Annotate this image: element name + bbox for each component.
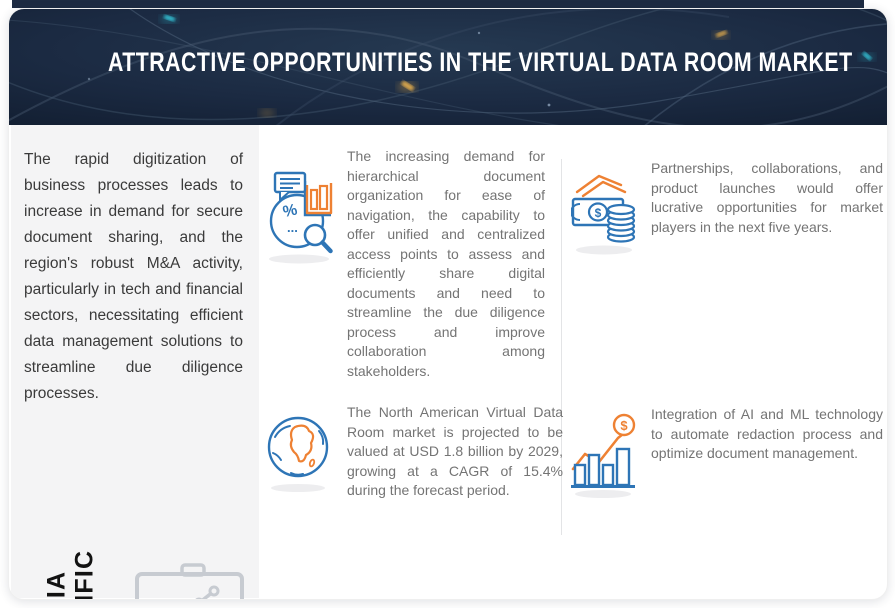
opportunity-text-ai-ml: Integration of AI and ML technology to a… <box>651 406 883 461</box>
region-name-label: ASIA PACIFIC <box>9 525 135 599</box>
easel-chart-icon <box>135 563 244 599</box>
opportunity-block-north-america: The North American Virtual Data Room mar… <box>267 403 563 501</box>
opportunity-block-document: % ... The increasing demand for hierarch… <box>267 147 545 381</box>
svg-text:$: $ <box>620 418 628 433</box>
region-line-1: ASIA <box>42 549 70 599</box>
network-plexus-background <box>9 9 887 125</box>
svg-text:...: ... <box>287 220 298 235</box>
header-banner: ATTRACTIVE OPPORTUNITIES IN THE VIRTUAL … <box>9 9 887 125</box>
page-title: ATTRACTIVE OPPORTUNITIES IN THE VIRTUAL … <box>107 47 853 77</box>
opportunity-text-document: The increasing demand for hierarchical d… <box>347 148 545 379</box>
column-divider <box>561 159 562 535</box>
ai-ml-growth-icon: $ <box>571 413 637 504</box>
opportunity-block-partnerships: $ Partnerships, collaborations, and prod… <box>570 159 883 260</box>
region-description: The rapid digitization of business proce… <box>24 151 243 402</box>
easel-chart-illustration <box>129 563 257 599</box>
money-icon: $ <box>570 171 637 260</box>
region-panel: The rapid digitization of business proce… <box>9 125 259 599</box>
document-analysis-icon: % ... <box>267 169 333 381</box>
infographic-card: ATTRACTIVE OPPORTUNITIES IN THE VIRTUAL … <box>8 8 888 600</box>
region-line-2: PACIFIC <box>70 549 98 599</box>
svg-text:%: % <box>281 201 298 221</box>
opportunity-block-ai-ml: $ Integration of AI and ML technology to… <box>571 405 883 504</box>
globe-icon <box>267 409 331 501</box>
opportunity-text-north-america: The North American Virtual Data Room mar… <box>347 404 563 498</box>
svg-text:$: $ <box>595 206 602 220</box>
top-banner-sliver <box>12 0 864 8</box>
opportunity-text-partnerships: Partnerships, collaborations, and produc… <box>651 160 883 235</box>
